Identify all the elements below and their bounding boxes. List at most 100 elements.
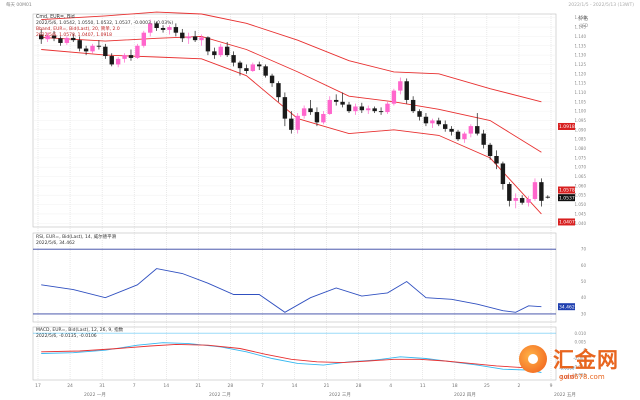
x-month-label: 2022 二月 xyxy=(209,392,231,398)
price-tick-label: 1.085 xyxy=(575,137,587,142)
x-tick-label: 21 xyxy=(195,383,201,389)
rsi-badge-box xyxy=(558,303,575,311)
candle-body xyxy=(180,32,185,39)
candle-body xyxy=(77,40,82,49)
candlestick xyxy=(58,36,63,46)
candlestick xyxy=(192,30,198,43)
x-month-label: 2022 四月 xyxy=(454,392,476,398)
candlestick xyxy=(481,129,486,149)
candlestick xyxy=(212,47,217,59)
candlestick xyxy=(333,94,339,106)
candlestick xyxy=(199,34,204,46)
candle-body xyxy=(39,34,44,40)
macd-tick-label: -0.015 xyxy=(573,373,586,378)
candlestick xyxy=(417,109,422,121)
candle-body xyxy=(385,103,390,113)
rsi-tick-label: 60 xyxy=(581,263,587,268)
candlestick xyxy=(404,78,409,104)
candlestick xyxy=(366,105,371,114)
candlestick xyxy=(385,101,390,114)
last-price-badge: 1.0537 xyxy=(559,195,575,201)
last-price-badge-box xyxy=(558,194,575,202)
price-tick-label: 1.100 xyxy=(575,109,587,114)
candle-body xyxy=(173,27,179,33)
candlestick xyxy=(353,103,358,115)
price-tick-label: 1.135 xyxy=(575,43,587,48)
candle-body xyxy=(276,83,281,98)
rsi-badge: 34.462 xyxy=(559,304,575,310)
candle-body xyxy=(455,131,461,140)
candle-body xyxy=(513,198,518,201)
candlestick xyxy=(237,60,243,76)
candlestick xyxy=(51,30,57,42)
candle-body xyxy=(391,90,397,104)
candlestick xyxy=(449,126,454,136)
x-tick-label: 17 xyxy=(35,383,41,389)
candle-body xyxy=(96,45,102,47)
candle-body xyxy=(167,27,172,30)
candle-body xyxy=(231,55,236,63)
candlestick xyxy=(462,131,467,143)
price-tick-label: 1.095 xyxy=(575,118,587,123)
window-range: 2022/1/5 - 2022/5/13 (13WT) xyxy=(568,2,634,8)
candlestick xyxy=(468,124,474,138)
candle-body xyxy=(103,46,108,57)
candle-body xyxy=(308,108,313,113)
candle-body xyxy=(353,106,358,112)
candle-body xyxy=(333,99,339,102)
candlestick xyxy=(148,19,153,37)
macd-signal-line xyxy=(41,343,542,369)
candlestick xyxy=(295,113,300,134)
candlestick xyxy=(154,21,159,31)
candlestick xyxy=(526,196,531,207)
candlestick xyxy=(77,36,82,52)
candle-body xyxy=(45,35,50,40)
candle-body xyxy=(257,64,262,67)
candlestick xyxy=(378,107,384,115)
candle-body xyxy=(507,184,512,201)
candle-body xyxy=(532,182,538,199)
price-tick-label: 1.125 xyxy=(575,62,587,67)
candle-body xyxy=(128,55,134,58)
candle-body xyxy=(526,198,531,203)
candle-body xyxy=(321,113,326,123)
candle-body xyxy=(346,104,352,112)
macd-header-1: MACD, EUR=, Bid(Last), 12, 26, 9, 指数 xyxy=(36,326,124,333)
x-tick-label: 14 xyxy=(292,383,298,389)
logo-text: 汇金网 xyxy=(553,348,619,372)
x-tick-label: 18 xyxy=(452,383,458,389)
candlestick xyxy=(186,32,191,44)
macd-signal-badge: -0.0135 xyxy=(559,375,575,380)
candlestick xyxy=(244,64,249,74)
candlestick xyxy=(532,178,538,201)
candlestick xyxy=(269,73,275,87)
price-tick-label: 1.075 xyxy=(575,155,587,160)
candle-body xyxy=(340,101,345,105)
candlestick xyxy=(539,178,544,207)
x-month-label: 2022 一月 xyxy=(84,392,106,398)
candle-body xyxy=(301,108,307,116)
candle-body xyxy=(148,23,153,33)
x-tick-label: 28 xyxy=(356,383,362,389)
candlestick xyxy=(455,129,461,142)
candlestick xyxy=(314,107,320,127)
candlestick xyxy=(160,25,166,33)
candlestick xyxy=(359,102,365,114)
price-unit-sub-label: USD xyxy=(579,23,588,28)
candle-body xyxy=(289,118,294,130)
candlestick xyxy=(173,23,179,37)
rsi-tick-label: 50 xyxy=(581,279,587,284)
candlestick xyxy=(96,40,102,50)
price-tick-label: 1.080 xyxy=(575,146,587,151)
candle-body xyxy=(500,163,506,185)
candlestick xyxy=(282,92,288,127)
header-line-3: Bband, EUR=, Bid(Last), 20, 简单, 2.0 xyxy=(36,25,120,32)
candle-body xyxy=(372,108,377,112)
macd-tick-label: 0.010 xyxy=(575,331,587,336)
candlestick xyxy=(135,43,140,59)
candlestick xyxy=(507,182,512,207)
candlestick xyxy=(257,61,262,71)
x-tick-label: 28 xyxy=(228,383,234,389)
candlestick xyxy=(128,49,134,61)
candle-body xyxy=(244,68,249,71)
